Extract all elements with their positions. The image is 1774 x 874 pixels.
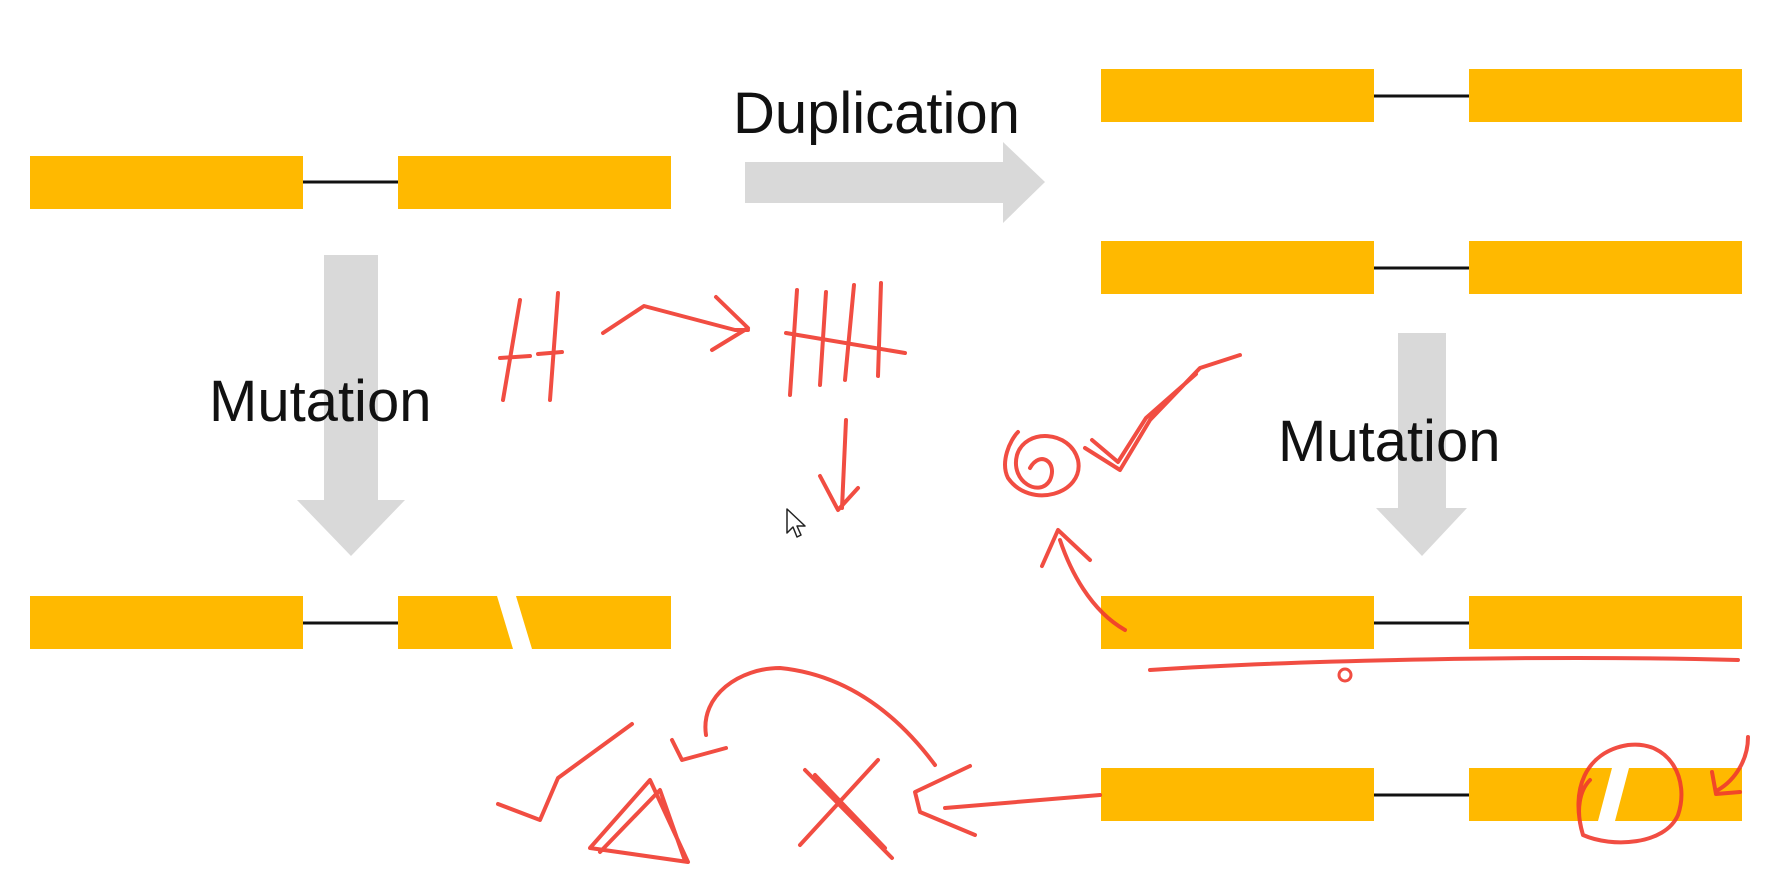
exon-1 — [1101, 241, 1374, 294]
down-arrow-sketch — [818, 418, 860, 512]
small-arrow-sketch — [1710, 735, 1750, 796]
underline-sketch — [1148, 656, 1740, 672]
exon-2 — [1469, 596, 1742, 649]
arc-sketch — [670, 666, 937, 767]
tally-four — [784, 281, 907, 397]
mutation-arrow-left — [297, 255, 405, 556]
exon-2 — [398, 156, 671, 209]
gene-copy-2-mutated — [1101, 768, 1742, 821]
duplication-label: Duplication — [733, 81, 1020, 146]
gene-copy-2 — [1101, 241, 1742, 294]
check-mark-sketch — [1083, 353, 1242, 472]
exon-1 — [1101, 596, 1374, 649]
exon-1 — [1101, 69, 1374, 122]
exon-2-part-b — [1615, 768, 1742, 821]
exon-2 — [1469, 241, 1742, 294]
dot-mark — [1337, 667, 1353, 683]
long-left-arrow — [913, 764, 1102, 837]
mutation-label-left: Mutation — [209, 369, 431, 434]
gene-copy-1 — [1101, 69, 1742, 122]
mutation-arrow-right — [1376, 333, 1467, 556]
x-mark-sketch — [798, 758, 894, 860]
exon-1 — [1101, 768, 1374, 821]
mouse-pointer-icon — [786, 508, 806, 538]
duplication-arrow — [745, 142, 1045, 223]
gene-copy-1-after — [1101, 596, 1742, 649]
spiral-sketch — [1003, 430, 1081, 498]
triangle-sketch — [588, 778, 690, 864]
exon-1 — [30, 596, 303, 649]
handwritten-annotations — [496, 281, 1750, 864]
exon-2-part-a — [1469, 768, 1612, 821]
circle-around-mutation — [1576, 742, 1684, 845]
exon-2 — [1469, 69, 1742, 122]
mutation-label-right: Mutation — [1278, 409, 1500, 474]
gene-mutated-left — [30, 596, 671, 649]
exon-2-part-a — [398, 596, 513, 649]
exon-2-part-b — [516, 596, 671, 649]
curved-arrow-sketch — [1040, 528, 1127, 632]
exon-1 — [30, 156, 303, 209]
check-mark-small — [496, 722, 634, 822]
tally-two — [498, 291, 564, 402]
arrow-to-tally — [601, 295, 750, 352]
gene-original — [30, 156, 671, 209]
